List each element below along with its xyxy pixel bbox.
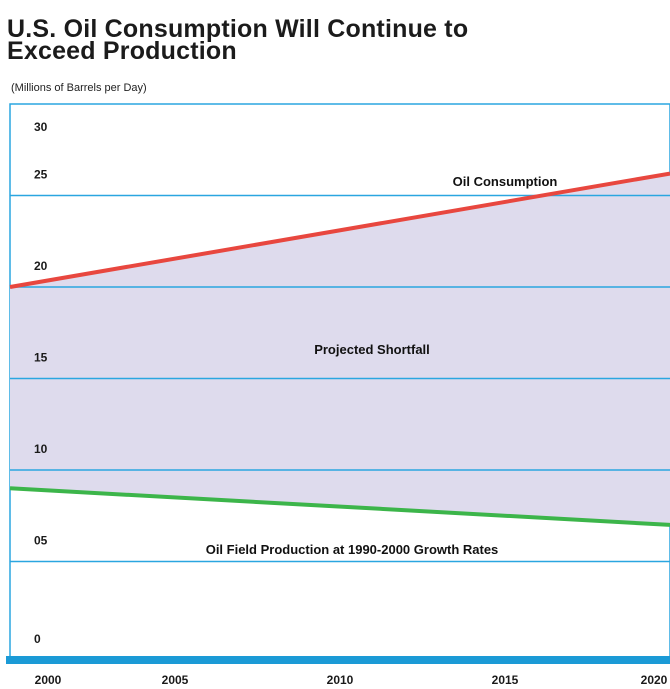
shortfall-area	[10, 173, 670, 525]
x-axis-bar	[6, 656, 670, 664]
x-tick-label: 2015	[492, 673, 519, 687]
x-tick-label: 2000	[35, 673, 62, 687]
y-tick-label: 0	[34, 632, 41, 646]
annotation-production: Oil Field Production at 1990-2000 Growth…	[206, 542, 499, 557]
production-line	[9, 486, 670, 527]
y-tick-label: 20	[34, 259, 48, 273]
y-tick-label: 15	[34, 351, 48, 365]
consumption-line	[9, 171, 670, 289]
chart-title: U.S. Oil Consumption Will Continue to Ex…	[7, 15, 607, 65]
x-tick-label: 2010	[327, 673, 354, 687]
annotation-shortfall: Projected Shortfall	[314, 342, 430, 357]
y-tick-label: 25	[34, 168, 48, 182]
chart-subtitle: (Millions of Barrels per Day)	[11, 82, 147, 94]
chart-title-line-1: U.S. Oil Consumption Will Continue to	[7, 15, 469, 43]
y-tick-label: 10	[34, 442, 48, 456]
x-tick-label: 2005	[162, 673, 189, 687]
y-tick-label: 30	[34, 120, 48, 134]
y-tick-label: 05	[34, 534, 48, 548]
chart-title-line-2: Exceed Production	[7, 37, 237, 65]
x-tick-label: 2020	[641, 673, 668, 687]
annotation-consumption: Oil Consumption	[453, 174, 558, 189]
